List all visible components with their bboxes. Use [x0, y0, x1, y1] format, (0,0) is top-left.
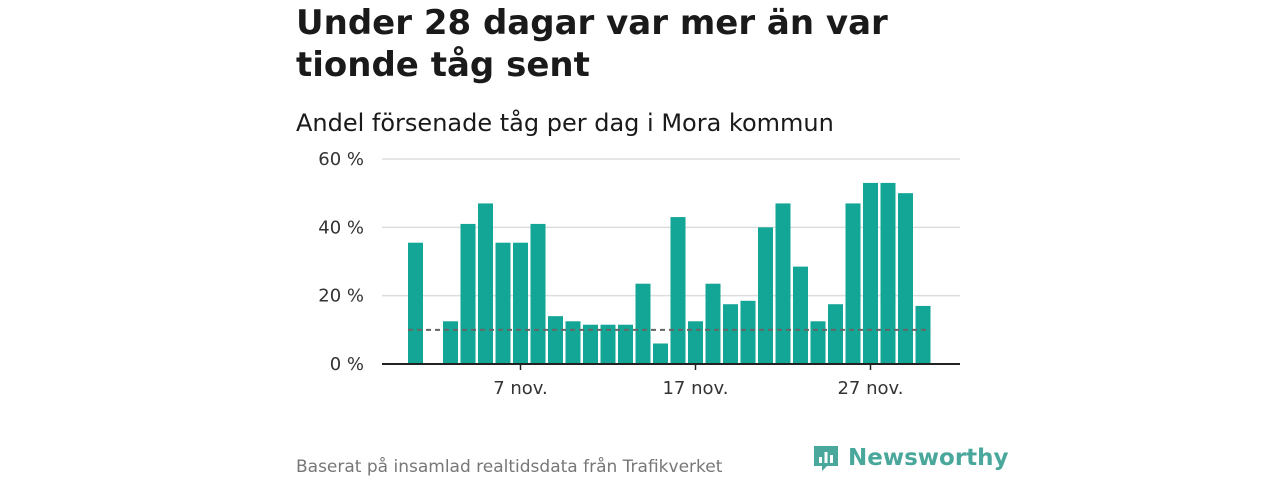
y-tick-label: 0 %	[330, 354, 364, 375]
bar	[618, 324, 633, 364]
bar	[600, 324, 616, 364]
source-note: Baserat på insamlad realtidsdata från Tr…	[296, 457, 723, 477]
bar	[845, 203, 861, 364]
bar	[565, 321, 581, 364]
bar	[828, 304, 843, 364]
bars	[382, 182, 960, 365]
y-tick-label: 20 %	[318, 286, 364, 307]
bar	[583, 324, 598, 364]
chart-subtitle: Andel försenade tåg per dag i Mora kommu…	[296, 109, 834, 137]
x-tick-label: 17 nov.	[662, 378, 728, 399]
x-tick-label: 7 nov.	[493, 378, 548, 399]
chart-title: Under 28 dagar var mer än var tionde tåg…	[296, 3, 888, 85]
bar	[530, 223, 546, 364]
bar	[740, 300, 756, 364]
y-tick-label: 60 %	[318, 149, 364, 170]
bar	[635, 283, 651, 364]
bar	[495, 242, 511, 364]
bar	[460, 223, 476, 364]
bar	[863, 182, 878, 364]
bar	[688, 321, 703, 364]
bar	[653, 343, 668, 364]
bar	[670, 217, 686, 364]
y-tick-label: 40 %	[318, 217, 364, 238]
bar	[478, 203, 493, 364]
bar	[775, 203, 791, 364]
bar-chart-logo-icon	[814, 446, 838, 471]
y-tick-labels: 0 % 20 % 40 % 60 %	[318, 149, 364, 375]
bar	[443, 321, 458, 364]
bar	[723, 304, 738, 364]
bar	[408, 242, 423, 364]
bar	[513, 242, 528, 364]
x-tick-labels: 7 nov. 17 nov. 27 nov.	[493, 364, 904, 399]
brand-name: Newsworthy	[848, 445, 1009, 471]
bar	[898, 193, 913, 364]
bar	[548, 316, 563, 364]
bar	[880, 182, 896, 364]
bar	[705, 283, 721, 364]
bar	[915, 305, 931, 364]
x-tick-label: 27 nov.	[837, 378, 903, 399]
newsworthy-logo[interactable]: Newsworthy	[812, 444, 1009, 472]
bar	[810, 321, 826, 364]
bar	[793, 266, 808, 364]
bar-chart: 0 % 20 % 40 % 60 % 7 nov. 17 nov. 27 nov.	[318, 149, 960, 399]
bar	[758, 227, 773, 364]
